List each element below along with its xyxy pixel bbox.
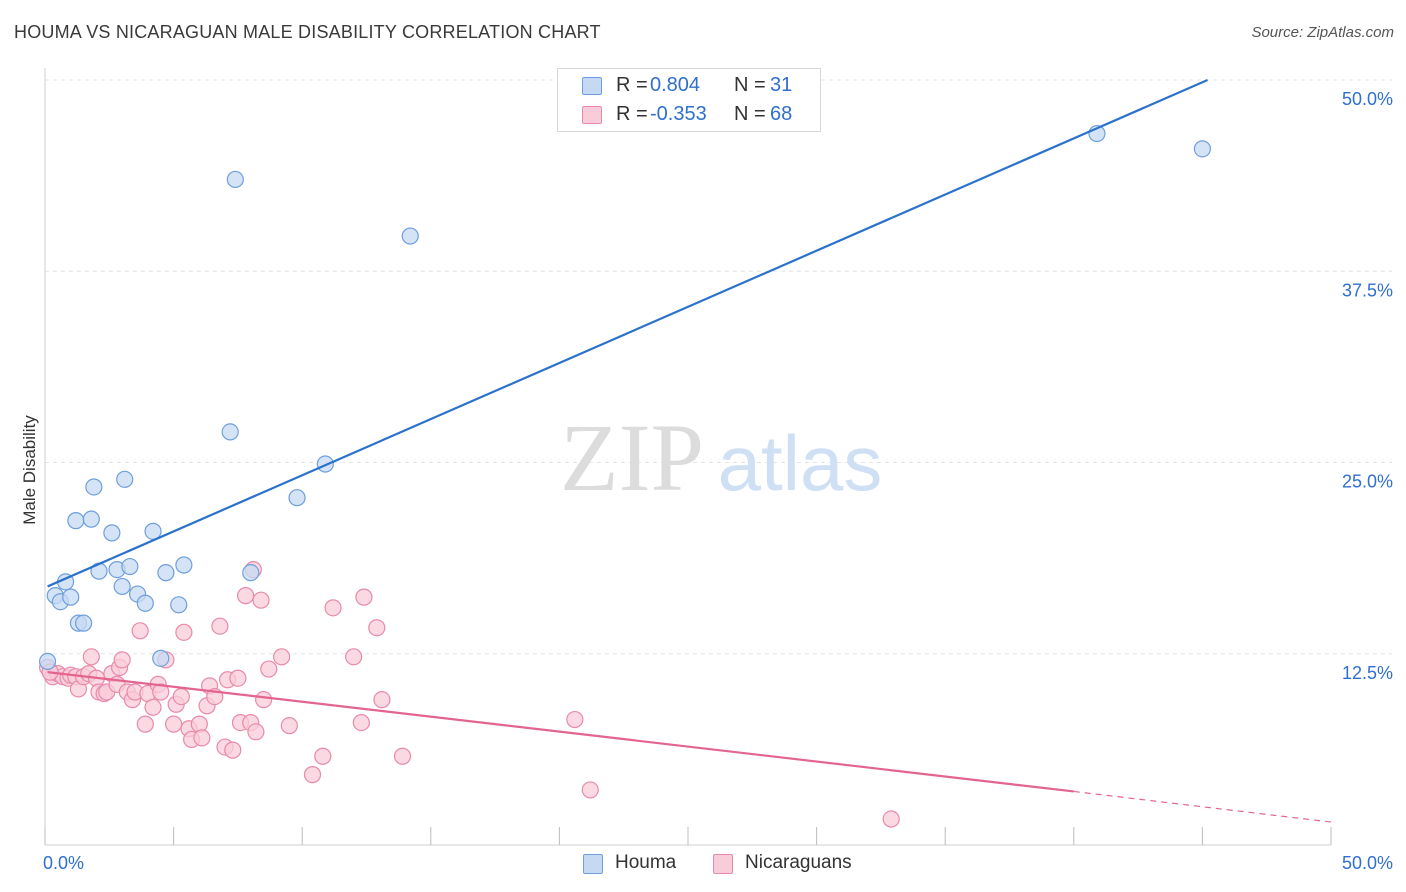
n-value: 31 (770, 74, 793, 96)
houma-point (136, 594, 154, 612)
houma-swatch (583, 854, 603, 874)
nicaraguans-trend-line-extension (1073, 790, 1332, 823)
nicaraguans-trend-line (47, 671, 1074, 793)
houma-point (82, 510, 100, 528)
houma-point (103, 524, 121, 542)
houma-point (1193, 140, 1212, 158)
houma-swatch (582, 77, 602, 95)
y-tick-label: 25.0% (1342, 472, 1393, 492)
watermark-zip: ZIP (560, 404, 704, 511)
nicaraguans-point (252, 591, 270, 609)
nicaraguans-point (393, 747, 412, 765)
houma-point (401, 227, 419, 245)
y-tick-label: 37.5% (1342, 280, 1393, 300)
houma-point (62, 588, 80, 606)
watermark-atlas: atlas (718, 419, 883, 507)
nicaraguans-point (237, 587, 255, 605)
n-label: N = (734, 103, 766, 125)
nicaraguans-point (211, 617, 229, 635)
houma-point (288, 489, 306, 507)
nicaraguans-point (247, 723, 265, 741)
y-tick-labels: 12.5% 25.0% 37.5% 50.0% (1342, 89, 1393, 683)
nicaraguans-point (368, 619, 386, 637)
r-value: -0.353 (650, 103, 707, 125)
legend-row-nicaraguans: R = -0.353 N = 68 (558, 100, 820, 130)
houma-point (157, 564, 175, 582)
nicaraguans-point (882, 810, 900, 828)
houma-point (85, 478, 103, 496)
houma-point (152, 649, 170, 667)
nicaraguans-point (144, 698, 162, 716)
houma-point (121, 557, 139, 576)
r-label: R = (616, 103, 648, 125)
source-label: Source: ZipAtlas.com (1251, 24, 1394, 41)
houma-trend-line (47, 78, 1208, 588)
nicaraguans-point (131, 622, 149, 640)
nicaraguans-point (260, 660, 278, 678)
houma-point (242, 564, 260, 582)
nicaraguans-point (136, 715, 154, 733)
houma-points (38, 124, 1212, 671)
nicaraguans-point (373, 691, 391, 709)
n-value: 68 (770, 103, 793, 125)
nicaraguans-point (303, 766, 322, 784)
legend-label-nicaraguans: Nicaraguans (745, 852, 852, 873)
nicaraguans-point (355, 588, 373, 606)
houma-point (221, 423, 239, 441)
houma-point (67, 512, 85, 530)
x-tick-label: 0.0% (43, 853, 84, 873)
nicaraguans-swatch (713, 854, 733, 874)
nicaraguans-point (113, 651, 131, 669)
r-value: 0.804 (650, 74, 701, 96)
nicaraguans-point (152, 683, 170, 701)
nicaraguans-point (172, 687, 190, 706)
nicaraguans-point (229, 669, 247, 687)
nicaraguans-point (581, 781, 599, 799)
legend-label-houma: Houma (615, 852, 677, 873)
houma-point (38, 652, 57, 671)
nicaraguans-points (38, 560, 900, 828)
y-tick-label: 12.5% (1342, 663, 1393, 683)
axes (44, 68, 1332, 846)
nicaraguans-point (193, 729, 211, 747)
nicaraguans-swatch (582, 106, 602, 124)
nicaraguans-point (314, 747, 332, 765)
nicaraguans-point (165, 715, 183, 733)
nicaraguans-point (352, 713, 370, 732)
nicaraguans-point (345, 648, 363, 666)
houma-point (113, 577, 131, 596)
x-tick-label: 50.0% (1342, 853, 1393, 873)
nicaraguans-point (224, 741, 242, 759)
houma-point (170, 596, 188, 614)
trend-lines (47, 78, 1332, 823)
nicaraguans-point (324, 599, 342, 617)
x-tick-labels: 0.0% 50.0% (43, 853, 1393, 873)
houma-point (175, 556, 193, 574)
nicaraguans-point (82, 648, 100, 666)
nicaraguans-point (273, 648, 291, 666)
grid-lines (45, 79, 1392, 655)
y-tick-label: 50.0% (1342, 89, 1393, 109)
houma-point (116, 470, 134, 488)
nicaraguans-point (280, 717, 298, 735)
stats-legend: R = 0.804 N = 31 R = -0.353 N = 68 (557, 68, 821, 132)
nicaraguans-point (175, 623, 193, 641)
nicaraguans-point (255, 691, 273, 709)
legend-row-houma: R = 0.804 N = 31 (558, 71, 820, 101)
watermark: ZIP atlas (560, 404, 882, 511)
houma-point (226, 170, 244, 189)
houma-point (74, 614, 93, 632)
n-label: N = (734, 74, 766, 96)
chart-title: HOUMA VS NICARAGUAN MALE DISABILITY CORR… (14, 22, 601, 42)
r-label: R = (616, 74, 648, 96)
nicaraguans-point (566, 710, 584, 729)
